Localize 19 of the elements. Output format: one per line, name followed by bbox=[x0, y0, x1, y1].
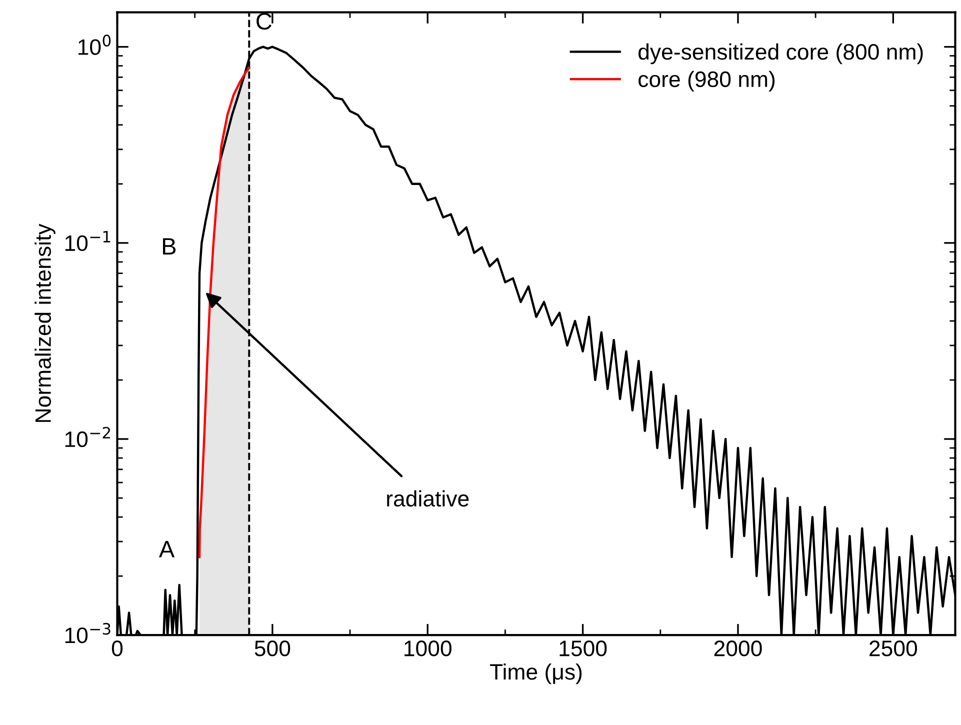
y-tick-label: 10$^{−1}$ bbox=[65, 230, 110, 252]
annotation: A bbox=[158, 541, 175, 558]
x-tick-label: 0 bbox=[112, 640, 123, 656]
legend-label: dye-sensitized core (800 nm) bbox=[638, 43, 923, 64]
legend-label: core (980 nm) bbox=[638, 70, 775, 92]
y-axis-title: Normalized intensity bbox=[34, 224, 56, 422]
x-tick-label: 2500 bbox=[870, 640, 918, 656]
line-series bbox=[198, 66, 250, 558]
annotation: B bbox=[162, 238, 176, 255]
y-tick-label: 10$^{−3}$ bbox=[65, 622, 110, 644]
ref-line-label: C bbox=[256, 12, 272, 30]
x-tick-label: 1000 bbox=[404, 640, 452, 656]
y-tick-label: 10$^{0}$ bbox=[78, 34, 111, 55]
x-axis-title: Time (μs) bbox=[490, 663, 582, 684]
x-tick-label: 500 bbox=[254, 640, 290, 656]
x-tick-label: 2000 bbox=[714, 640, 762, 656]
y-tick-label: 10$^{−2}$ bbox=[65, 426, 110, 448]
annotation: radiative bbox=[387, 490, 469, 507]
x-tick-label: 1500 bbox=[560, 640, 607, 656]
